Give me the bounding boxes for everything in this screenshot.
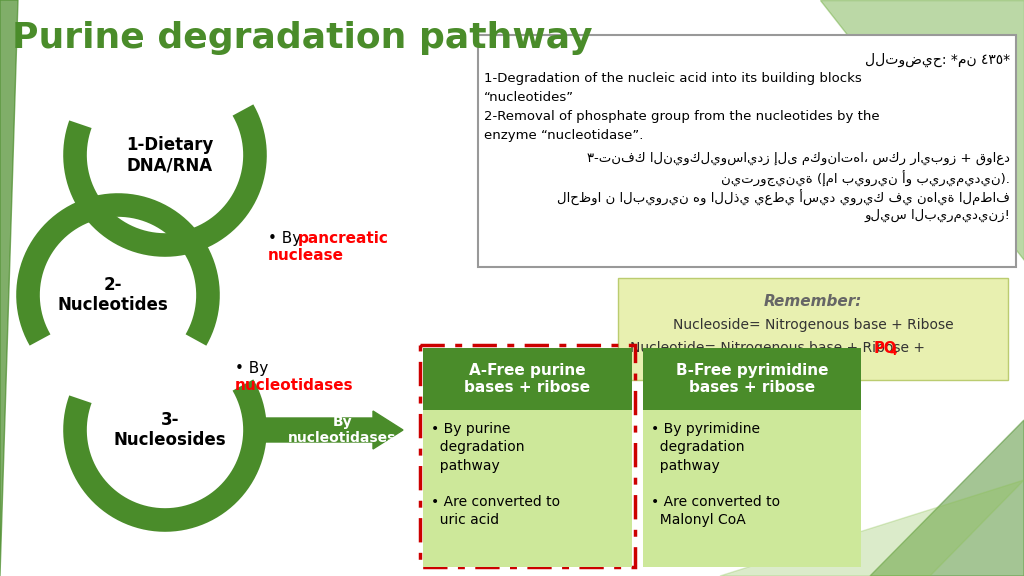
Text: ٣-تنفك النيوكليوسايدز إلى مكوناتها، سكر رايبوز + قواعد: ٣-تنفك النيوكليوسايدز إلى مكوناتها، سكر … xyxy=(587,152,1010,165)
FancyBboxPatch shape xyxy=(643,410,861,567)
Text: وليس البيرميدينز!: وليس البيرميدينز! xyxy=(864,209,1010,222)
Polygon shape xyxy=(0,0,18,576)
Text: Nucleotide= Nitrogenous base + Ribose +: Nucleotide= Nitrogenous base + Ribose + xyxy=(630,341,930,355)
Text: • Are converted to
  Malonyl CoA: • Are converted to Malonyl CoA xyxy=(651,495,780,528)
Text: • By purine
  degradation
  pathway: • By purine degradation pathway xyxy=(431,422,524,473)
Text: By
nucleotidases: By nucleotidases xyxy=(289,415,396,445)
Text: 2-
Nucleotides: 2- Nucleotides xyxy=(57,275,168,314)
Text: 1-Degradation of the nucleic acid into its building blocks: 1-Degradation of the nucleic acid into i… xyxy=(484,72,862,85)
Text: للتوضيح: *من ٤٣٥*: للتوضيح: *من ٤٣٥* xyxy=(865,53,1010,67)
FancyBboxPatch shape xyxy=(643,348,861,410)
Text: enzyme “nucleotidase”.: enzyme “nucleotidase”. xyxy=(484,129,643,142)
Text: • Are converted to
  uric acid: • Are converted to uric acid xyxy=(431,495,560,528)
Text: 2-Removal of phosphate group from the nucleotides by the: 2-Removal of phosphate group from the nu… xyxy=(484,110,880,123)
Text: B-Free pyrimidine
bases + ribose: B-Free pyrimidine bases + ribose xyxy=(676,363,828,395)
FancyArrow shape xyxy=(262,411,403,449)
Text: nucleotidases: nucleotidases xyxy=(234,378,353,393)
Text: A-Free purine
bases + ribose: A-Free purine bases + ribose xyxy=(465,363,591,395)
Polygon shape xyxy=(720,480,1024,576)
FancyBboxPatch shape xyxy=(423,348,632,410)
Text: 4: 4 xyxy=(889,347,896,357)
Text: • By pyrimidine
  degradation
  pathway: • By pyrimidine degradation pathway xyxy=(651,422,760,473)
Text: لاحظوا ن البيورين هو اللذي يعطي أسيد يوريك في نهاية المطاف: لاحظوا ن البيورين هو اللذي يعطي أسيد يور… xyxy=(557,190,1010,206)
Text: • By: • By xyxy=(234,361,268,376)
Text: 1-Dietary
DNA/RNA: 1-Dietary DNA/RNA xyxy=(126,135,214,175)
Polygon shape xyxy=(820,0,1024,260)
Text: pancreatic: pancreatic xyxy=(298,230,389,245)
Text: Remember:: Remember: xyxy=(764,294,862,309)
Text: Purine degradation pathway: Purine degradation pathway xyxy=(12,21,593,55)
FancyBboxPatch shape xyxy=(618,278,1008,380)
Text: 3-
Nucleosides: 3- Nucleosides xyxy=(114,411,226,449)
Text: PO: PO xyxy=(874,341,897,356)
Text: • By: • By xyxy=(268,230,306,245)
FancyBboxPatch shape xyxy=(478,35,1016,267)
Text: Nucleoside= Nitrogenous base + Ribose: Nucleoside= Nitrogenous base + Ribose xyxy=(673,318,953,332)
Text: “nucleotides”: “nucleotides” xyxy=(484,91,574,104)
Text: nuclease: nuclease xyxy=(268,248,344,263)
FancyBboxPatch shape xyxy=(423,410,632,567)
Text: نيتروجينية (إما بيورين أو بيريميدين).: نيتروجينية (إما بيورين أو بيريميدين). xyxy=(721,171,1010,187)
Polygon shape xyxy=(870,420,1024,576)
